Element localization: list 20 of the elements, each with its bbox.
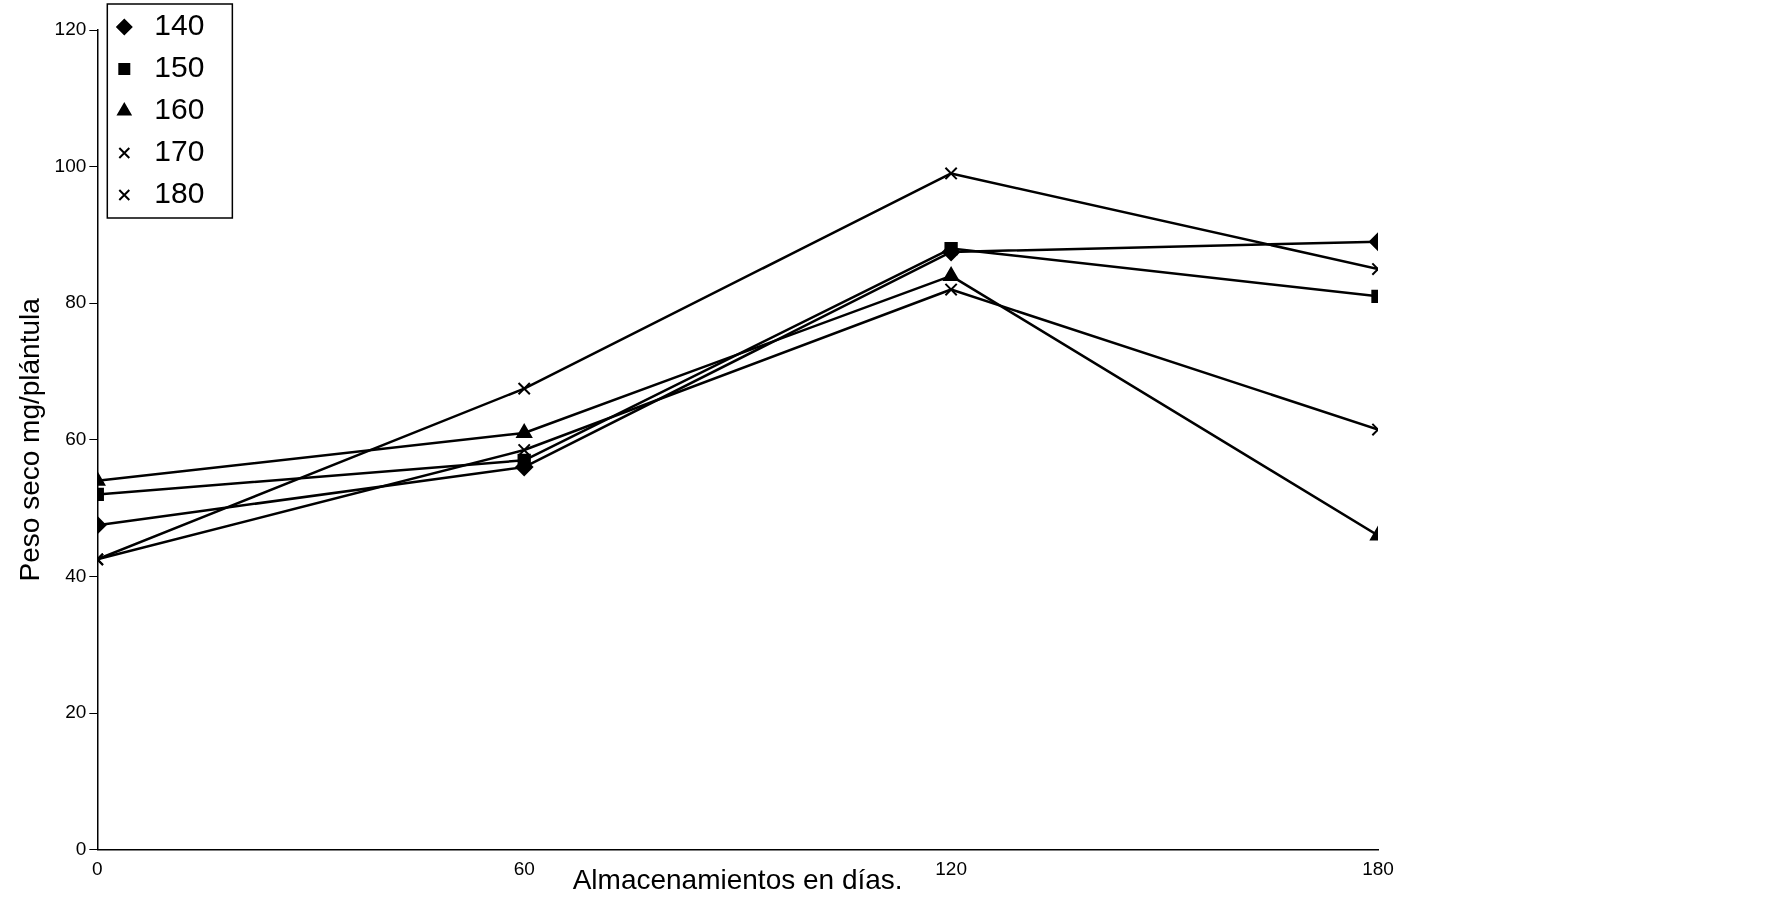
point	[944, 282, 958, 297]
y-tick-label: 100	[54, 154, 87, 176]
legend-label: 170	[154, 134, 205, 168]
x-tick-label: 60	[513, 858, 535, 880]
x-tick-label: 180	[1362, 858, 1394, 880]
y-tick-label: 120	[54, 18, 87, 40]
y-tick-label: 0	[75, 837, 87, 859]
legend-label: 160	[154, 92, 205, 126]
legend-label: 140	[154, 8, 205, 42]
y-tick-label: 40	[65, 564, 87, 586]
y-axis-title: Peso seco mg/plántula	[13, 297, 45, 582]
y-tick-label: 20	[65, 701, 87, 723]
y-tick-label: 80	[65, 291, 87, 313]
x-axis-title: Almacenamientos en días.	[572, 863, 903, 895]
legend-label: 180	[154, 176, 205, 210]
x-tick-label: 0	[92, 858, 103, 880]
legend-label: 150	[154, 50, 205, 84]
point	[517, 443, 531, 457]
y-tick-label: 60	[65, 428, 87, 450]
x-tick-label: 120	[935, 858, 967, 880]
